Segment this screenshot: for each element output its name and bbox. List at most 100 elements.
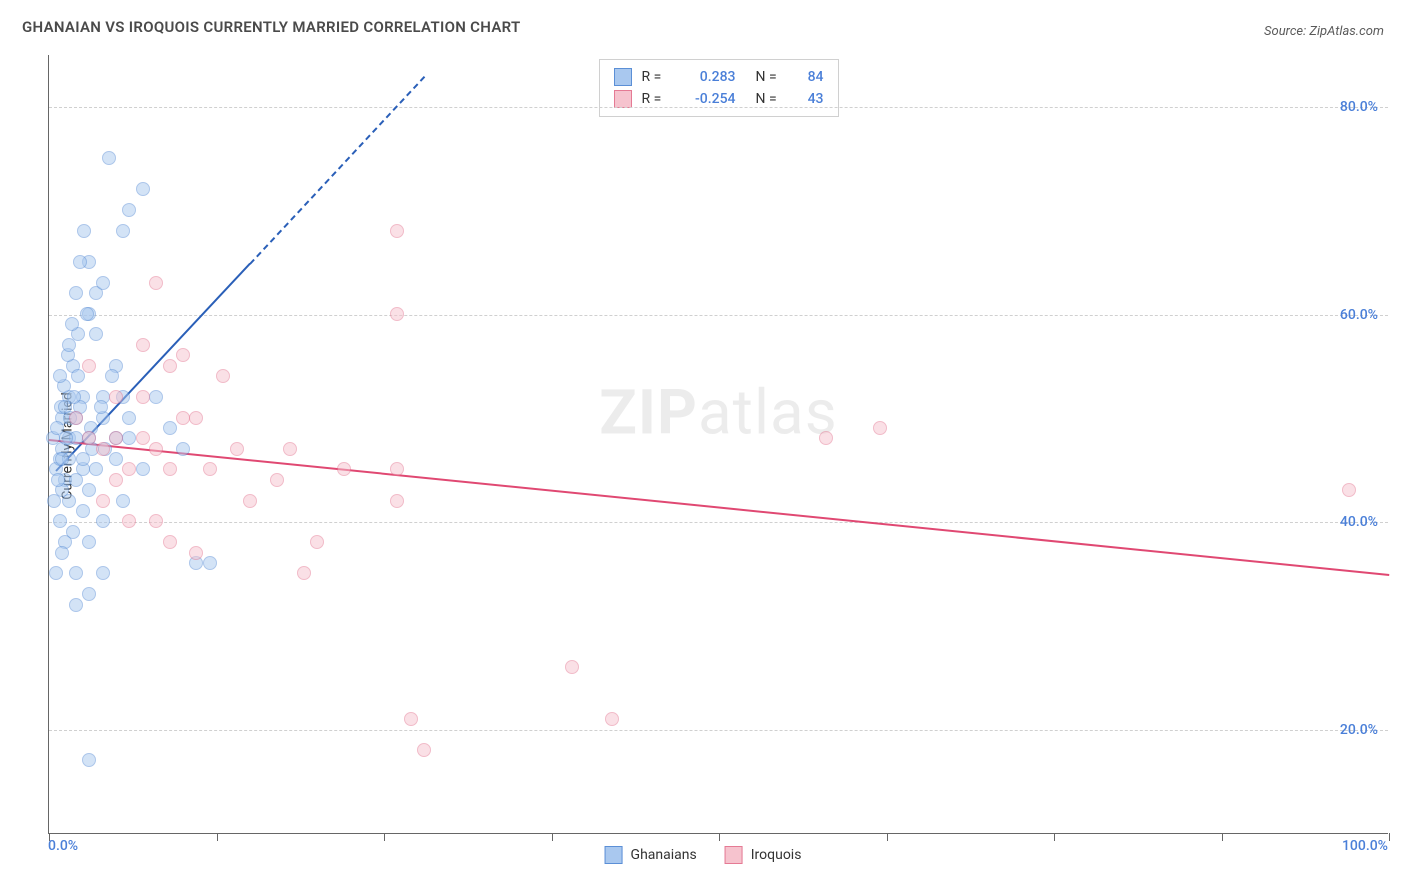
n-label: N = — [756, 91, 784, 107]
data-point — [122, 462, 136, 476]
data-point — [94, 400, 108, 414]
data-point — [89, 327, 103, 341]
data-point — [67, 390, 81, 404]
data-point — [116, 224, 130, 238]
legend-row: R =0.283N =84 — [614, 66, 824, 88]
x-tick-mark — [217, 833, 218, 841]
data-point — [59, 431, 73, 445]
data-point — [122, 431, 136, 445]
data-point — [102, 151, 116, 165]
data-point — [69, 286, 83, 300]
data-point — [82, 359, 96, 373]
data-point — [605, 712, 619, 726]
source-attribution: Source: ZipAtlas.com — [1264, 24, 1384, 39]
data-point — [96, 442, 110, 456]
data-point — [270, 473, 284, 487]
x-tick-mark — [1222, 833, 1223, 841]
data-point — [55, 452, 69, 466]
data-point — [49, 566, 63, 580]
correlation-legend: R =0.283N =84R =-0.254N =43 — [599, 59, 839, 117]
data-point — [82, 431, 96, 445]
data-point — [136, 182, 150, 196]
data-point — [189, 546, 203, 560]
legend-swatch — [605, 846, 623, 864]
data-point — [136, 462, 150, 476]
data-point — [216, 369, 230, 383]
data-point — [76, 504, 90, 518]
data-point — [47, 494, 61, 508]
data-point — [96, 566, 110, 580]
data-point — [873, 421, 887, 435]
data-point — [96, 494, 110, 508]
y-tick-label: 20.0% — [1340, 722, 1378, 738]
data-point — [1342, 483, 1356, 497]
data-point — [337, 462, 351, 476]
data-point — [283, 442, 297, 456]
data-point — [71, 369, 85, 383]
data-point — [116, 494, 130, 508]
gridline — [49, 107, 1388, 108]
data-point — [65, 317, 79, 331]
watermark: ZIPatlas — [599, 376, 838, 449]
legend-swatch — [614, 90, 632, 108]
n-value: 43 — [794, 91, 824, 107]
data-point — [109, 390, 123, 404]
data-point — [149, 514, 163, 528]
r-value: 0.283 — [680, 69, 736, 85]
data-point — [89, 462, 103, 476]
y-tick-label: 60.0% — [1340, 307, 1378, 323]
trend-line — [49, 439, 1389, 576]
data-point — [96, 514, 110, 528]
data-point — [53, 369, 67, 383]
x-axis-max-label: 100.0% — [1342, 838, 1388, 854]
data-point — [230, 442, 244, 456]
data-point — [122, 411, 136, 425]
data-point — [163, 462, 177, 476]
data-point — [69, 411, 83, 425]
data-point — [390, 224, 404, 238]
data-point — [149, 276, 163, 290]
data-point — [122, 514, 136, 528]
data-point — [163, 359, 177, 373]
data-point — [105, 369, 119, 383]
data-point — [82, 535, 96, 549]
data-point — [390, 494, 404, 508]
data-point — [66, 525, 80, 539]
data-point — [109, 431, 123, 445]
legend-item: Ghanaians — [605, 846, 697, 864]
gridline — [49, 522, 1388, 523]
y-tick-label: 80.0% — [1340, 99, 1378, 115]
data-point — [310, 535, 324, 549]
chart-title: GHANAIAN VS IROQUOIS CURRENTLY MARRIED C… — [22, 18, 521, 36]
y-tick-label: 40.0% — [1340, 514, 1378, 530]
data-point — [53, 514, 67, 528]
data-point — [82, 753, 96, 767]
data-point — [76, 452, 90, 466]
data-point — [122, 203, 136, 217]
data-point — [69, 598, 83, 612]
x-axis-min-label: 0.0% — [48, 838, 78, 854]
legend-swatch — [614, 68, 632, 86]
x-tick-mark — [552, 833, 553, 841]
data-point — [390, 307, 404, 321]
data-point — [73, 255, 87, 269]
data-point — [82, 587, 96, 601]
r-value: -0.254 — [680, 91, 736, 107]
data-point — [55, 546, 69, 560]
data-point — [417, 743, 431, 757]
data-point — [109, 452, 123, 466]
data-point — [136, 431, 150, 445]
data-point — [404, 712, 418, 726]
data-point — [96, 276, 110, 290]
data-point — [51, 473, 65, 487]
x-tick-mark — [1054, 833, 1055, 841]
data-point — [69, 473, 83, 487]
series-legend: GhanaiansIroquois — [605, 846, 802, 864]
data-point — [149, 442, 163, 456]
data-point — [149, 390, 163, 404]
data-point — [62, 494, 76, 508]
data-point — [69, 566, 83, 580]
legend-label: Ghanaians — [631, 847, 697, 863]
data-point — [390, 462, 404, 476]
data-point — [819, 431, 833, 445]
